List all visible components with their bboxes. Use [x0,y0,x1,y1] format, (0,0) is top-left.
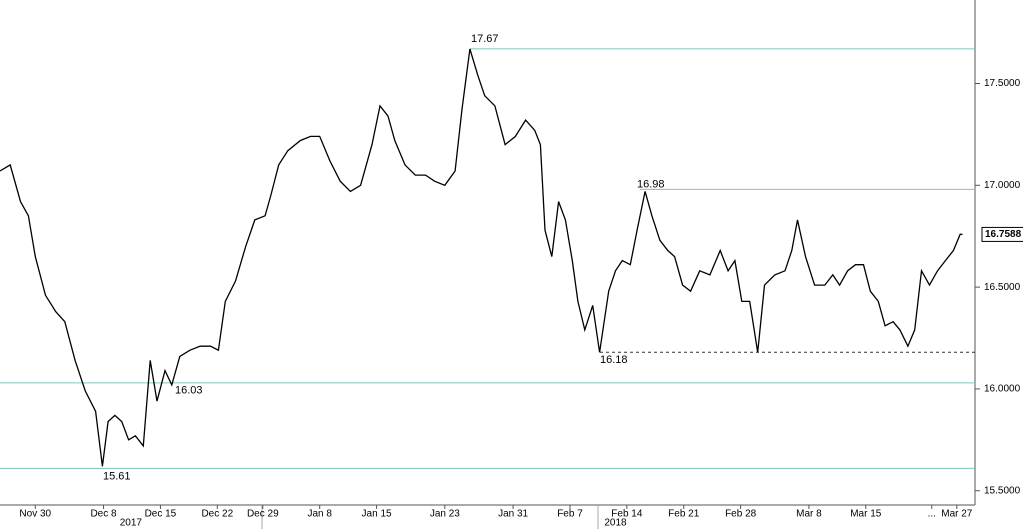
level-label: 16.98 [637,178,665,190]
x-tick-label: Mar 27 [941,509,973,520]
year-label: 2018 [604,518,627,529]
y-tick-label: 16.0000 [984,384,1021,395]
x-tick-label: Mar 15 [850,509,882,520]
y-tick-label: 17.0000 [984,180,1021,191]
x-tick-label: Feb 28 [725,509,757,520]
x-tick-label: Feb 21 [668,509,700,520]
level-label: 16.03 [175,385,203,397]
x-tick-label: ... [928,509,936,520]
x-tick-label: Dec 15 [145,509,177,520]
x-tick-label: Feb 7 [557,509,583,520]
price-line [0,48,963,467]
x-tick-label: Nov 30 [19,509,51,520]
y-tick-label: 16.5000 [984,282,1021,293]
y-tick-label: 17.5000 [984,78,1021,89]
level-label: 15.61 [103,470,131,482]
x-tick-label: Jan 8 [307,509,332,520]
level-label: 17.67 [471,33,499,45]
y-tick-label: 15.5000 [984,485,1021,496]
x-tick-label: Jan 31 [498,509,528,520]
x-tick-label: Dec 8 [90,509,117,520]
x-tick-label: Dec 29 [247,509,279,520]
last-price-label: 16.7588 [985,229,1022,240]
x-tick-label: Jan 15 [362,509,392,520]
level-label: 16.18 [600,354,628,366]
last-price-box [981,226,1023,242]
x-tick-label: Jan 23 [430,509,460,520]
x-tick-label: Mar 8 [796,509,822,520]
x-tick-label: Dec 22 [201,509,233,520]
year-label: 2017 [120,518,143,529]
x-tick-label: Feb 14 [611,509,643,520]
